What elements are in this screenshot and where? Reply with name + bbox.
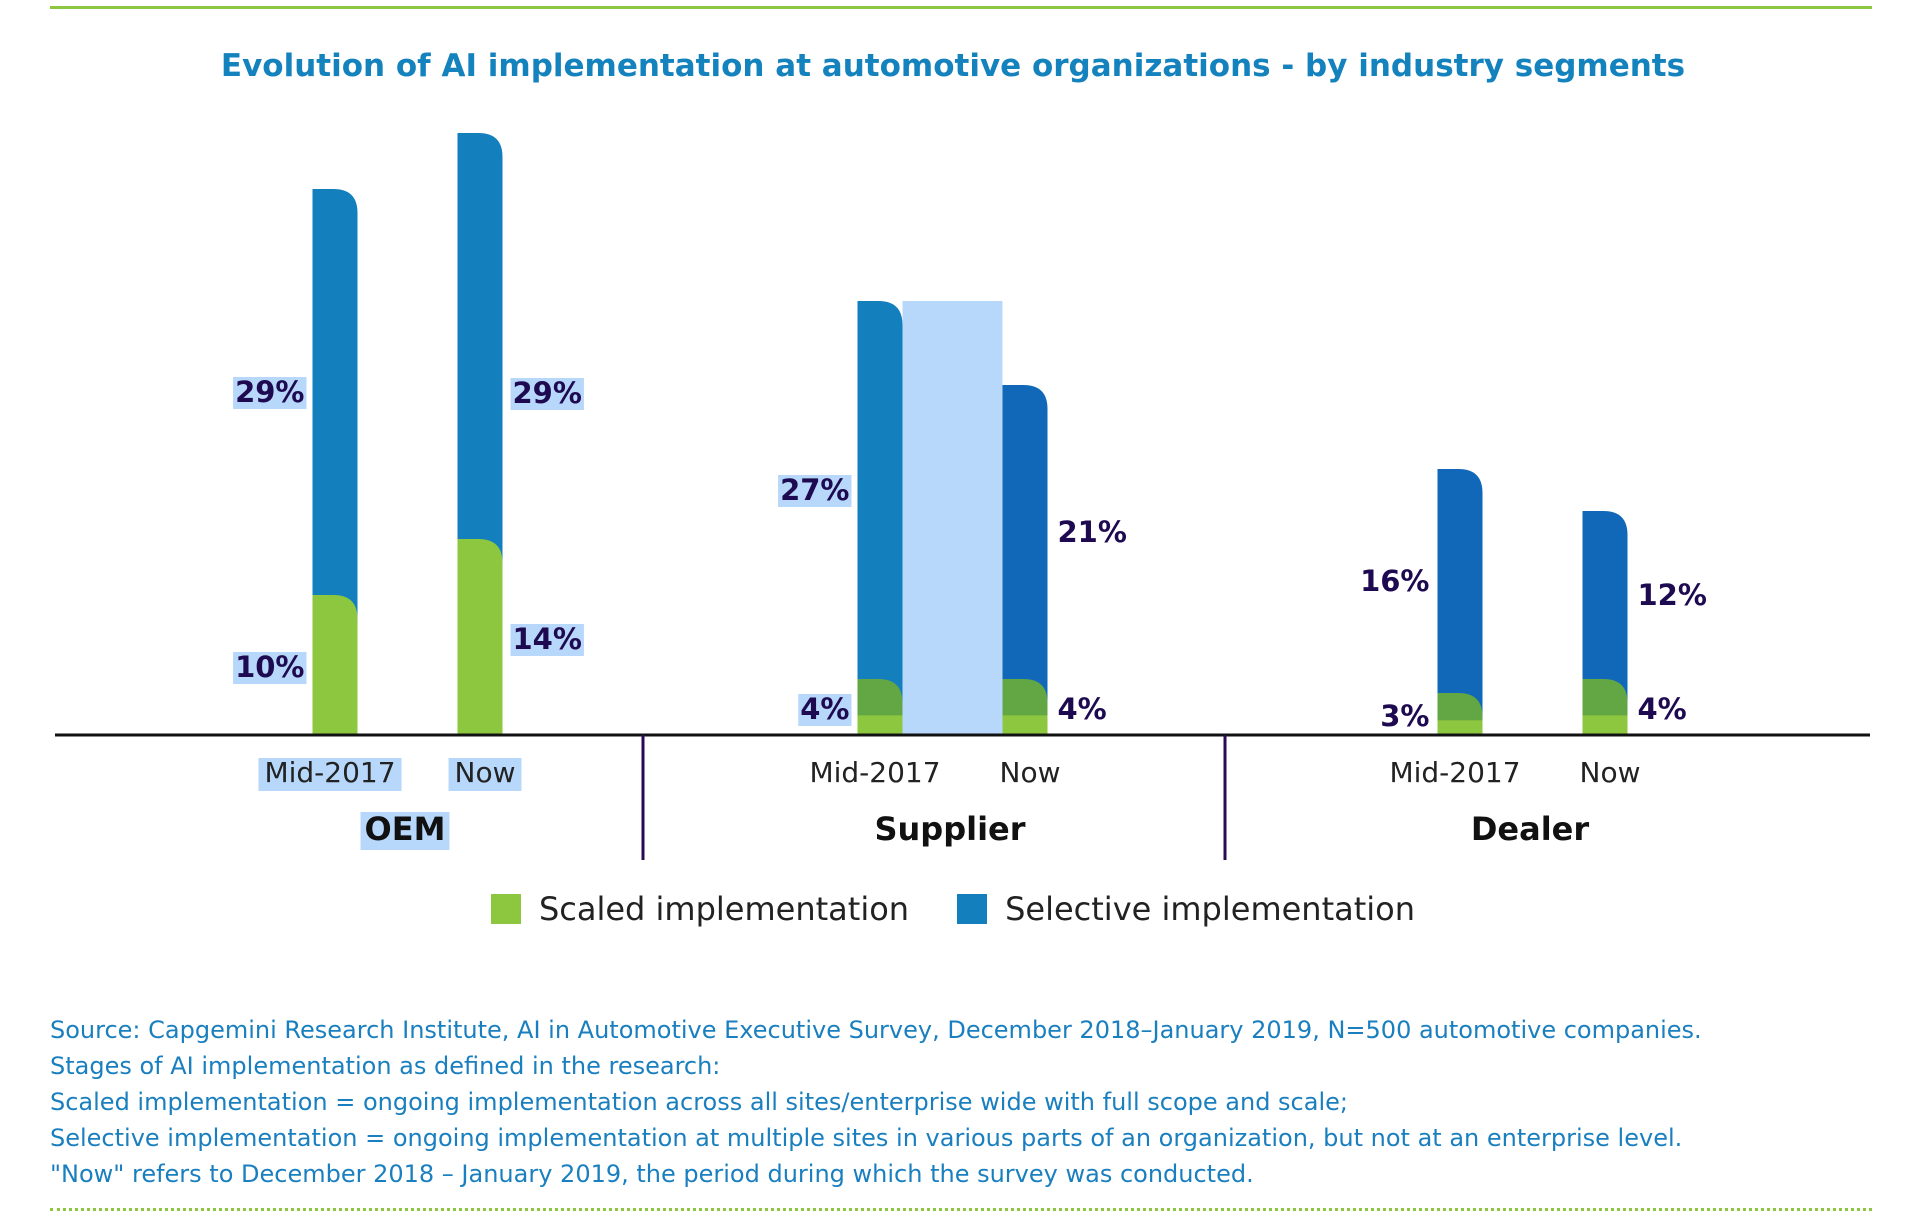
bar-selective-supplier-0 (857, 301, 903, 735)
data-label-scaled: 10% (235, 650, 304, 684)
data-label-scaled: 4% (1058, 692, 1107, 726)
group-label-oem: OEM (365, 810, 446, 848)
legend-item-selective: Selective implementation (957, 890, 1415, 928)
group-highlight (360, 812, 450, 850)
note-line: Selective implementation = ongoing imple… (50, 1124, 1683, 1152)
data-label-selective: 29% (235, 375, 304, 409)
bar-selective-dealer-0 (1437, 469, 1483, 735)
legend: Scaled implementation Selective implemen… (0, 890, 1906, 928)
note-line: Stages of AI implementation as defined i… (50, 1052, 721, 1080)
legend-swatch-scaled (490, 894, 521, 924)
bar-scaled-inner (857, 715, 903, 735)
data-label-scaled: 4% (800, 692, 849, 726)
bar-scaled-inner (1437, 720, 1483, 735)
group-label-dealer: Dealer (1471, 810, 1590, 848)
label-highlight (510, 624, 584, 656)
bottom-rule (50, 1208, 1872, 1211)
group-label-supplier: Supplier (874, 810, 1025, 848)
data-label-scaled: 3% (1380, 699, 1429, 733)
tick-label: Mid-2017 (1389, 756, 1520, 789)
legend-item-scaled: Scaled implementation (490, 890, 910, 928)
tick-label: Mid-2017 (264, 756, 395, 789)
chart-svg: 29% 10% 29% 14% 27% 4% 21% 4% 16% 3% 12% 4% Mid-201… (55, 133, 1870, 860)
tick-label: Mid-2017 (809, 756, 940, 789)
legend-label-selective: Selective implementation (1005, 890, 1416, 928)
bar-scaled-inner (1582, 715, 1628, 735)
top-rule (50, 6, 1872, 9)
data-label-selective: 12% (1638, 578, 1707, 612)
label-highlight (233, 652, 307, 684)
bar-scaled-inner (1002, 715, 1048, 735)
label-highlight (778, 475, 852, 507)
data-label-scaled: 4% (1638, 692, 1687, 726)
legend-swatch-selective (957, 894, 988, 924)
label-highlight (510, 378, 584, 410)
data-label-selective: 29% (513, 376, 582, 410)
note-line: "Now" refers to December 2018 – January … (50, 1160, 1254, 1188)
tick-highlight (258, 758, 402, 791)
data-label-scaled: 14% (513, 622, 582, 656)
data-label-selective: 21% (1058, 515, 1127, 549)
data-label-selective: 27% (780, 473, 849, 507)
data-label-selective: 16% (1360, 564, 1429, 598)
label-highlight (798, 694, 852, 726)
chart-title: Evolution of AI implementation at automo… (220, 48, 1686, 84)
legend-label-scaled: Scaled implementation (538, 890, 910, 928)
source-notes: Source: Capgemini Research Institute, AI… (50, 1012, 1880, 1192)
tick-highlight (448, 758, 522, 791)
bar-selective-supplier-1 (1002, 385, 1048, 735)
note-line: Source: Capgemini Research Institute, AI… (50, 1016, 1702, 1044)
note-line: Scaled implementation = ongoing implemen… (50, 1088, 1348, 1116)
tick-label: Now (1580, 756, 1641, 789)
label-highlight (233, 377, 307, 409)
tick-label: Now (1000, 756, 1061, 789)
bar-scaled-oem-1 (457, 539, 503, 735)
selection-highlight (902, 301, 1003, 735)
tick-label: Now (455, 756, 516, 789)
bar-scaled-oem-0 (312, 595, 358, 735)
